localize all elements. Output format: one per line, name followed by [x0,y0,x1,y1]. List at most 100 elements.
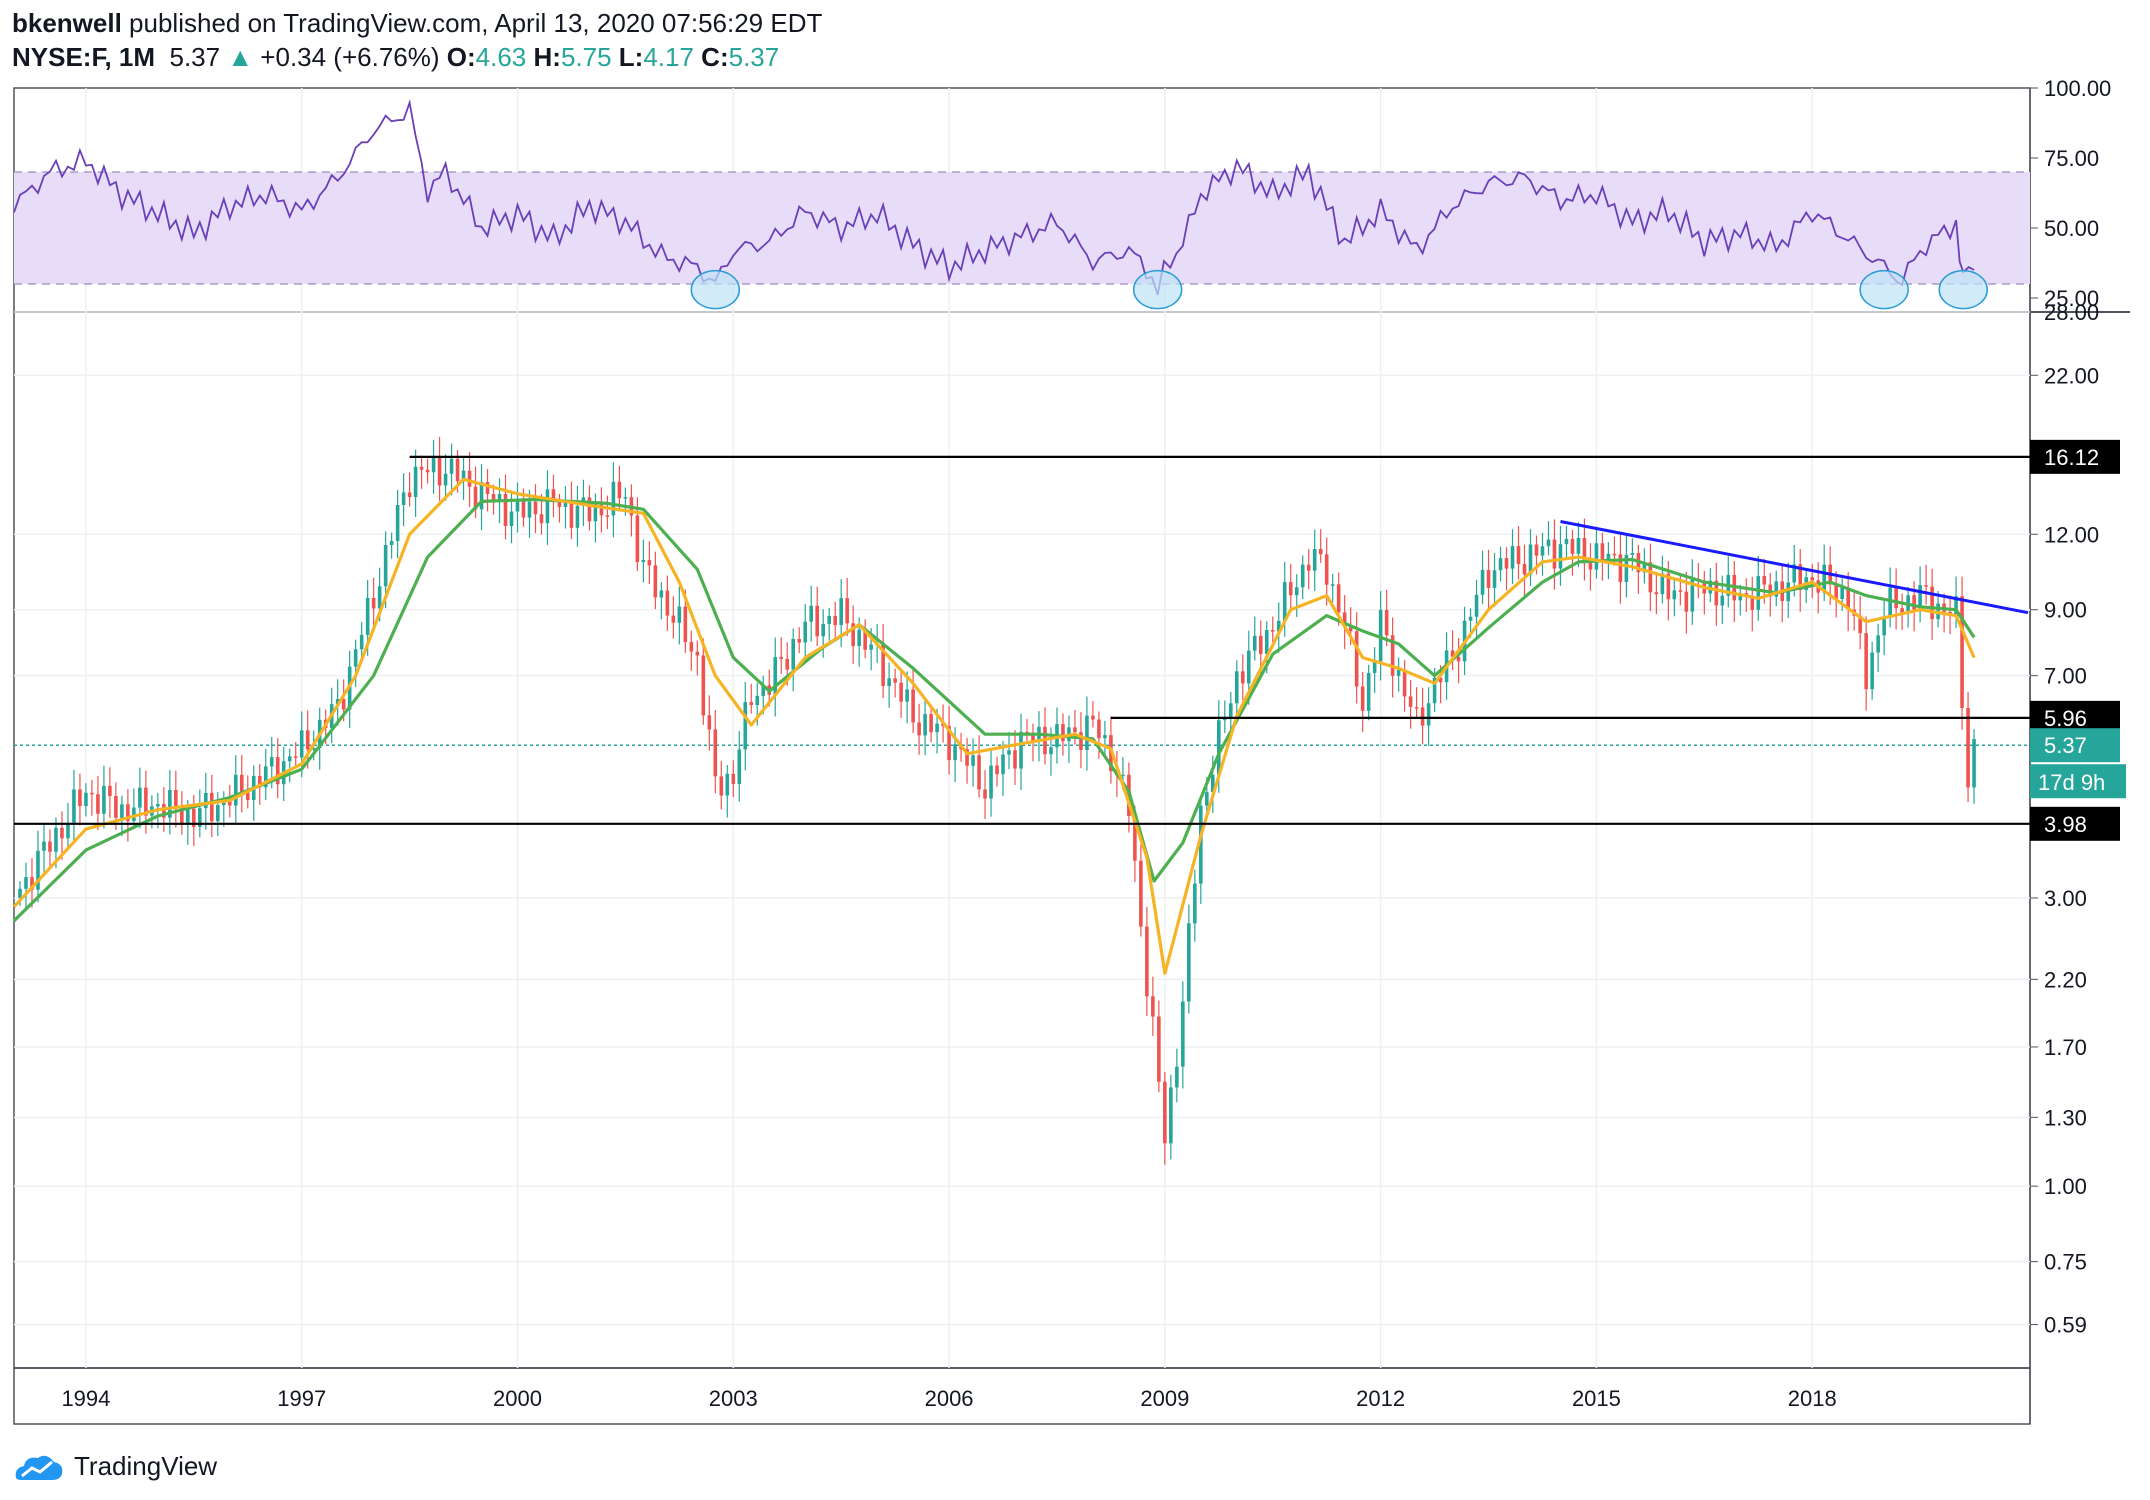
candle-up [1187,923,1191,1002]
price-tick-label: 7.00 [2044,664,2087,689]
candle-up [515,499,520,512]
symbol-info: NYSE:F, 1M 5.37 ▲ +0.34 (+6.76%) O:4.63 … [12,42,779,73]
candle-down [983,789,987,799]
price-tick-label: 3.00 [2044,886,2087,911]
candle-up [1181,1001,1185,1067]
close-label: C: [701,42,729,72]
candle-down [1145,926,1149,997]
candle-down [1750,596,1755,610]
candle-down [455,458,460,482]
x-tick-label: 1994 [61,1386,110,1411]
candle-up [42,841,46,851]
candle-down [911,689,915,723]
open-value: 4.63 [475,42,527,72]
candle-up [761,685,766,696]
candle-down [1438,677,1443,683]
x-tick-label: 2018 [1788,1386,1837,1411]
candle-down [425,469,430,473]
candle-down [1318,549,1323,555]
candle-up [791,639,796,670]
candle-up [1312,549,1317,571]
symbol-label[interactable]: NYSE:F, 1M [12,42,156,72]
candle-up [1822,564,1827,593]
candle-down [126,804,130,821]
candle-up [233,774,238,806]
candle-down [1684,591,1689,612]
candle-up [335,699,340,705]
candle-up [1546,539,1551,547]
candle-up [1019,731,1023,769]
candle-up [269,757,274,767]
candle-up [1264,630,1269,654]
candle-up [443,473,448,486]
candle-down [114,795,118,818]
candle-down [965,749,969,766]
candle-down [1618,554,1623,583]
author-name[interactable]: bkenwell [12,8,122,38]
candle-up [132,807,136,821]
rsi-line [13,99,1975,295]
price-tick-label: 9.00 [2044,598,2087,623]
candle-down [653,565,658,598]
tradingview-logo-icon [15,1455,63,1480]
candle-down [48,841,52,852]
brand-name: TradingView [74,1450,218,1481]
candle-up [971,755,975,766]
candle-down [1864,633,1868,690]
footer-brand[interactable]: TradingView [12,1448,217,1484]
candle-down [473,486,478,510]
candle-up [1372,661,1377,673]
candle-down [557,501,562,507]
x-tick-label: 2012 [1356,1386,1405,1411]
candle-up [72,789,76,823]
candle-down [1924,585,1928,587]
candle-down [1534,544,1539,556]
candle-up [923,714,927,736]
candle-up [1228,703,1233,718]
candle-up [641,559,646,563]
candle-down [689,642,694,652]
x-tick-label: 2015 [1572,1386,1621,1411]
candle-up [395,505,400,542]
ma-slow-line [12,497,1976,922]
candle-up [198,808,202,827]
rsi-tick-label: 75.00 [2044,146,2099,171]
candle-down [1834,584,1838,599]
candle-up [84,792,88,807]
candle-down [569,500,574,528]
candle-down [1013,750,1017,769]
candle-up [809,605,814,622]
candle-up [1774,581,1779,597]
candle-down [1163,1081,1167,1144]
candle-down [407,492,412,498]
candle-up [479,482,484,510]
candle-down [1270,630,1275,632]
candle-down [671,615,676,623]
candle-up [1954,596,1958,616]
candle-up [1624,554,1629,583]
candle-up [365,598,370,635]
candle-up [1426,703,1431,726]
candle-down [1798,564,1803,591]
candle-down [1582,538,1587,564]
candle-up [1672,590,1677,600]
candle-down [1648,562,1653,593]
candle-down [1420,707,1425,726]
candle-up [1007,750,1011,755]
candle-up [413,466,418,498]
candle-down [419,466,424,470]
candle-down [929,714,933,733]
candle-down [665,590,670,616]
candle-up [1276,620,1281,632]
candle-up [509,511,514,526]
candle-up [204,792,208,809]
candle-up [1972,739,1976,788]
candle-down [1858,615,1862,634]
candle-up [1300,564,1305,588]
candle-down [863,629,867,650]
candle-down [779,657,784,659]
candle-down [293,756,298,758]
candle-up [18,888,22,898]
rsi-tick-label: 100.00 [2044,76,2111,101]
